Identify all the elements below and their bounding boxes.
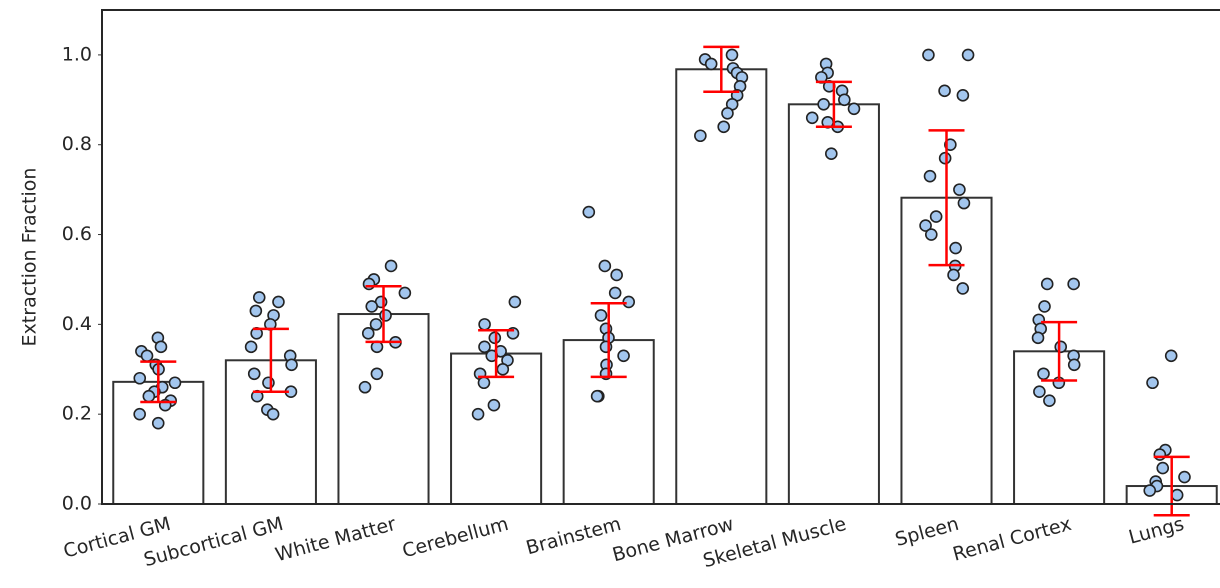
data-point [1031, 331, 1045, 345]
data-point [622, 295, 636, 309]
y-tick-label: 0.2 [62, 403, 92, 425]
x-tick-label: Renal Cortex [950, 513, 1073, 566]
data-point [805, 111, 819, 125]
x-tick-label: Brainstem [524, 513, 624, 559]
data-point [938, 151, 952, 165]
data-point [365, 300, 379, 313]
data-point [285, 358, 298, 372]
data-point [1043, 394, 1056, 408]
data-point [594, 309, 608, 322]
data-point [142, 389, 156, 403]
data-point [1040, 277, 1054, 291]
data-point [847, 102, 861, 116]
data-point [1146, 376, 1159, 390]
data-point [1143, 484, 1157, 497]
data-point [617, 349, 630, 363]
data-point [938, 84, 951, 98]
data-point [471, 407, 485, 421]
data-point [361, 327, 375, 340]
data-point [154, 340, 168, 354]
x-tick-label: Cerebellum [400, 513, 511, 562]
data-point [379, 309, 392, 322]
data-point [956, 282, 970, 295]
data-point [608, 286, 622, 300]
data-point [610, 268, 623, 282]
data-point [487, 398, 501, 412]
data-point [488, 331, 502, 345]
data-point [953, 183, 966, 196]
data-point [151, 416, 165, 430]
data-point [1178, 470, 1191, 484]
data-point [478, 340, 491, 354]
data-point [1033, 385, 1046, 399]
data-point [369, 318, 383, 331]
data-point [949, 241, 962, 255]
data-point [922, 48, 935, 62]
y-tick-label: 0.6 [62, 223, 92, 245]
data-point [272, 295, 285, 309]
y-tick-label: 1.0 [62, 43, 92, 65]
data-point [590, 389, 604, 403]
data-point [1067, 277, 1080, 291]
data-point [924, 228, 938, 241]
data-point [923, 169, 937, 183]
data-point [478, 318, 491, 331]
data-point [262, 376, 275, 390]
data-point [1170, 488, 1184, 502]
data-point [582, 205, 596, 219]
data-point [1164, 349, 1178, 363]
data-point [817, 98, 830, 111]
x-tick-label: White Matter [273, 513, 398, 566]
data-point [249, 304, 263, 318]
plot-frame [101, 9, 1220, 505]
data-point [252, 291, 266, 304]
data-point [370, 367, 384, 381]
data-point [384, 259, 398, 273]
data-point [508, 295, 522, 309]
y-axis-label: Extraction Fraction [19, 168, 41, 347]
data-point [358, 380, 372, 394]
data-point [1037, 367, 1050, 381]
data-point [1156, 461, 1170, 475]
x-tick-label: Lungs [1126, 513, 1186, 549]
data-point [1038, 300, 1051, 313]
data-point [721, 106, 734, 120]
data-point [919, 219, 932, 232]
data-point [956, 89, 970, 102]
data-point [477, 376, 491, 390]
data-point [1054, 340, 1068, 354]
data-point [362, 277, 376, 291]
y-tick-label: 0.0 [62, 493, 92, 515]
data-point [168, 376, 182, 390]
data-point [694, 129, 707, 143]
data-point [838, 93, 851, 107]
data-point [133, 371, 147, 385]
data-point [929, 210, 943, 223]
data-point [725, 48, 739, 62]
data-point [704, 57, 718, 71]
data-point [266, 407, 280, 421]
data-point [140, 349, 154, 363]
data-point [1067, 358, 1081, 372]
y-tick-label: 0.8 [62, 133, 92, 155]
bar [675, 68, 768, 505]
bar [337, 313, 430, 505]
data-point [825, 147, 838, 161]
data-point [961, 48, 975, 62]
data-point [947, 268, 960, 282]
data-point [247, 367, 261, 381]
data-point [717, 120, 730, 134]
y-tick-label: 0.4 [62, 313, 92, 335]
bar [787, 103, 880, 506]
data-point [1153, 448, 1167, 461]
data-point [957, 196, 971, 210]
data-point [244, 340, 258, 354]
data-point [598, 259, 612, 273]
data-point [496, 362, 510, 376]
data-point [398, 286, 412, 300]
data-point [133, 407, 146, 421]
